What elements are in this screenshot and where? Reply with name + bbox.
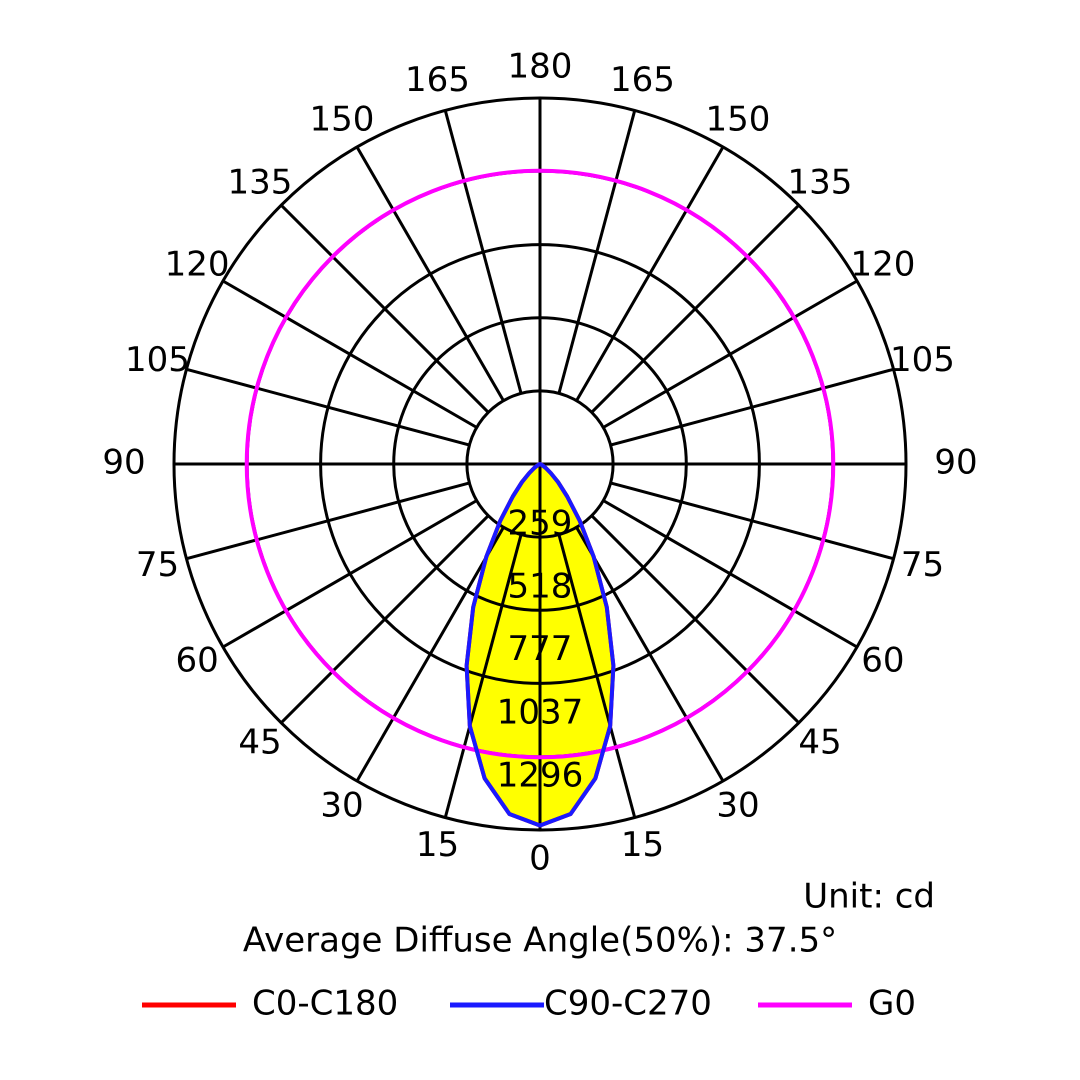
radial-tick-777: 777 bbox=[508, 629, 573, 669]
angle-label-right-60: 60 bbox=[861, 641, 904, 681]
angle-label-left-75: 75 bbox=[136, 545, 179, 585]
legend-label-g0: G0 bbox=[868, 984, 916, 1024]
series-layer bbox=[244, 168, 836, 828]
angle-label-right-15: 15 bbox=[621, 825, 664, 865]
angle-label-left-165: 165 bbox=[405, 60, 470, 100]
angle-label-right-30: 30 bbox=[716, 785, 759, 825]
grid-spoke-195 bbox=[443, 110, 523, 394]
angle-label-left-120: 120 bbox=[165, 245, 230, 285]
grid-spoke-45 bbox=[590, 514, 800, 724]
radial-tick-259: 259 bbox=[508, 503, 573, 543]
legend-label-c0-c180: C0-C180 bbox=[252, 984, 398, 1024]
grid-spoke-315 bbox=[280, 514, 490, 724]
angle-label-right-45: 45 bbox=[798, 723, 841, 763]
angle-label-right-75: 75 bbox=[901, 545, 944, 585]
polar-grid bbox=[172, 96, 908, 832]
series-c90-c270 bbox=[464, 462, 616, 828]
radial-tick-labels: 259 518 777 1037 1296 bbox=[497, 503, 584, 795]
angle-label-left-45: 45 bbox=[238, 723, 281, 763]
angle-label-left-150: 150 bbox=[310, 100, 375, 140]
grid-spoke-135 bbox=[590, 204, 800, 414]
radial-tick-1296: 1296 bbox=[497, 755, 584, 795]
angle-label-left-30: 30 bbox=[320, 785, 363, 825]
angle-label-right-90: 90 bbox=[934, 443, 977, 483]
grid-spoke-255 bbox=[186, 367, 470, 447]
angle-label-left-60: 60 bbox=[175, 641, 218, 681]
grid-spoke-75 bbox=[610, 481, 894, 561]
angle-label-left-90: 90 bbox=[102, 443, 145, 483]
grid-spoke-210 bbox=[355, 146, 505, 402]
angle-label-right-0: 0 bbox=[529, 839, 551, 879]
grid-spoke-120 bbox=[602, 279, 858, 429]
grid-spoke-30 bbox=[575, 526, 725, 782]
angle-label-right-165: 165 bbox=[610, 60, 675, 100]
radial-tick-518: 518 bbox=[508, 566, 573, 606]
diffuse-angle-label: Average Diffuse Angle(50%): 37.5° bbox=[243, 921, 837, 961]
grid-spoke-285 bbox=[186, 481, 470, 561]
grid-spoke-165 bbox=[557, 110, 637, 394]
grid-spoke-15 bbox=[557, 534, 637, 818]
radial-tick-1037: 1037 bbox=[497, 692, 584, 732]
legend-label-c90-c270: C90-C270 bbox=[544, 984, 712, 1024]
legend: C0-C180 C90-C270 G0 bbox=[142, 984, 916, 1024]
unit-label: Unit: cd bbox=[803, 877, 935, 917]
grid-spoke-240 bbox=[222, 279, 478, 429]
grid-spoke-345 bbox=[443, 534, 523, 818]
angle-label-right-120: 120 bbox=[850, 245, 915, 285]
series-g0 bbox=[244, 168, 836, 760]
grid-spoke-60 bbox=[602, 499, 858, 649]
grid-spoke-150 bbox=[575, 146, 725, 402]
grid-spoke-300 bbox=[222, 499, 478, 649]
angle-label-right-105: 105 bbox=[890, 340, 955, 380]
grid-spoke-225 bbox=[280, 204, 490, 414]
angle-label-right-150: 150 bbox=[706, 100, 771, 140]
angle-label-left-105: 105 bbox=[125, 340, 190, 380]
angle-label-left-135: 135 bbox=[228, 163, 293, 203]
angle-label-left-15: 15 bbox=[416, 825, 459, 865]
grid-spoke-105 bbox=[610, 367, 894, 447]
angle-label-right-180: 180 bbox=[508, 47, 573, 87]
grid-spoke-330 bbox=[355, 526, 505, 782]
angle-labels: 0 15 30 45 60 75 90 105 120 135 150 165 180 15 30 45 60 7… bbox=[102, 47, 977, 879]
angle-label-right-135: 135 bbox=[788, 163, 853, 203]
